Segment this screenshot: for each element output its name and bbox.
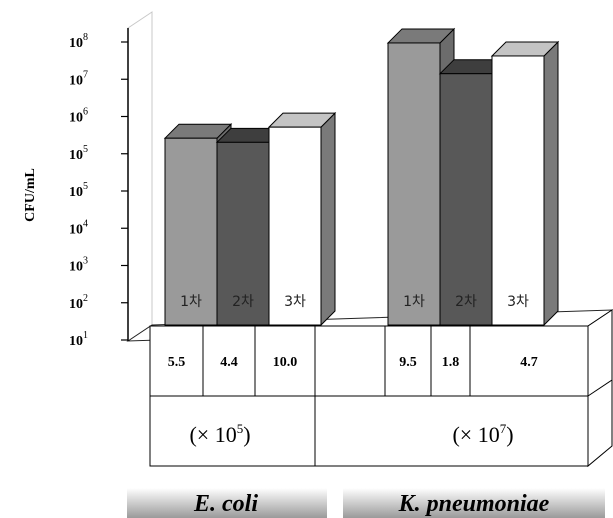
bar-front (439, 73, 493, 326)
bar: 3차 (490, 40, 560, 327)
multiplier-suffix: ) (243, 422, 250, 447)
y-tick-base: 10 (69, 260, 83, 275)
bar-label: 3차 (507, 294, 529, 310)
y-tick-exponent: 3 (83, 256, 88, 267)
multiplier-exponent: 5 (237, 421, 244, 436)
y-tick-base: 10 (69, 111, 83, 126)
value-cell: 10.0 (273, 355, 298, 370)
bar-side (320, 111, 336, 327)
bar-label: 1차 (403, 294, 425, 310)
table-side-divider (587, 379, 613, 397)
y-tick-exponent: 5 (83, 144, 88, 155)
y-tick-exponent: 4 (83, 218, 88, 229)
bar-label: 2차 (232, 294, 254, 310)
organism-label-k-pneumoniae: K. pneumoniae (398, 491, 550, 517)
y-tick-label: 105 (69, 144, 88, 163)
bar-front (387, 42, 441, 326)
back-wall (127, 11, 153, 342)
y-tick-label: 104 (69, 218, 88, 237)
organism-label-box-e-coli (127, 488, 327, 518)
organism-label-box-k-pneumoniae (343, 488, 605, 518)
y-tick-base: 10 (69, 148, 83, 163)
y-tick-label: 101 (69, 330, 88, 349)
organism-labels: E. coli K. pneumoniae (127, 488, 605, 518)
value-cell: 5.5 (168, 355, 186, 370)
multiplier-exponent: 7 (500, 421, 507, 436)
value-table: 5.5 4.4 10.0 9.5 1.8 4.7 (149, 309, 613, 468)
table-value-row (149, 325, 589, 397)
y-axis-label: CFU/mL (23, 168, 38, 222)
multiplier-label-k-pneumoniae: (× 107) (452, 421, 513, 447)
y-tick-base: 10 (69, 36, 83, 51)
y-tick-label: 107 (69, 69, 88, 88)
value-cell: 1.8 (442, 355, 460, 370)
y-tick-label: 106 (69, 107, 88, 126)
y-tick-base: 10 (69, 222, 83, 237)
y-tick-label: 102 (69, 293, 88, 312)
y-tick-exponent: 5 (83, 181, 88, 192)
value-cell: 4.4 (220, 355, 238, 370)
bar-label: 1차 (180, 294, 202, 310)
bar: 3차 (267, 111, 337, 327)
multiplier-base: 10 (215, 422, 237, 447)
y-tick-exponent: 8 (83, 32, 88, 43)
bar-front (491, 55, 545, 326)
y-tick-exponent: 6 (83, 107, 88, 118)
value-cell: 4.7 (520, 355, 538, 370)
bar-side (543, 40, 559, 327)
y-tick-label: 103 (69, 256, 88, 275)
y-tick-base: 10 (69, 334, 83, 349)
y-tick-base: 10 (69, 185, 83, 200)
multiplier-suffix: ) (506, 422, 513, 447)
bars: 1차 2차 3차 1차 2차 3차 (163, 27, 560, 327)
y-tick-label: 108 (69, 32, 88, 51)
bar-label: 3차 (284, 294, 306, 310)
organism-label-e-coli: E. coli (193, 491, 258, 517)
multiplier-base: 10 (478, 422, 500, 447)
y-tick-base: 10 (69, 73, 83, 88)
y-tick-label: 105 (69, 181, 88, 200)
bar-front (164, 137, 218, 326)
y-tick-exponent: 2 (83, 293, 88, 304)
y-tick-exponent: 1 (83, 330, 88, 341)
multiplier-prefix: (× (189, 422, 214, 447)
bar-label: 2차 (455, 294, 477, 310)
y-tick-exponent: 7 (83, 69, 88, 80)
bar-front (268, 126, 322, 326)
multiplier-prefix: (× (452, 422, 477, 447)
value-cell: 9.5 (399, 355, 417, 370)
bar-front (216, 141, 270, 326)
multiplier-label-e-coli: (× 105) (189, 421, 250, 447)
table-multiplier-row (149, 395, 589, 467)
y-tick-base: 10 (69, 297, 83, 312)
